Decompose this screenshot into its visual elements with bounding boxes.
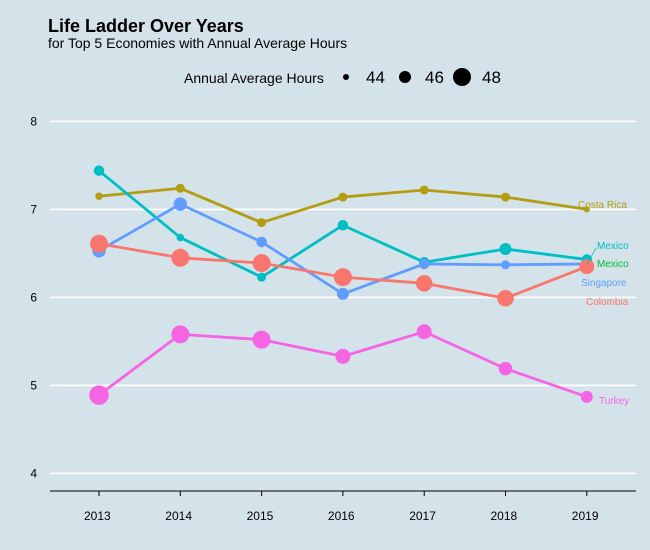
size-legend: Annual Average Hours 44 46 48 [184,68,501,87]
x-tick-label: 2019 [572,509,599,523]
data-point [173,197,188,211]
data-point [257,272,267,282]
data-point [501,260,510,270]
data-point [583,206,590,213]
data-point [337,219,349,231]
x-tick-label: 2013 [84,509,111,523]
series-end-label: Mexico [597,259,629,270]
data-point [419,185,429,195]
data-point [580,390,593,403]
legend-title: Annual Average Hours [184,70,324,86]
data-point [93,165,105,176]
data-point [416,324,432,340]
legend-size-label: 48 [482,68,501,87]
series-end-label: Costa Rica [578,200,627,211]
chart-subtitle: for Top 5 Economies with Annual Average … [48,35,347,51]
series-costa-rica [95,183,590,228]
series-end-label: Singapore [581,278,627,289]
data-point [497,290,514,307]
data-point [498,361,513,376]
data-point [335,348,351,364]
data-point [338,192,348,202]
series-group [89,165,595,405]
chart-title: Life Ladder Over Years [48,16,244,36]
data-point [418,258,430,270]
legend-size-dot [399,71,411,83]
series-end-label: Colombia [586,297,629,308]
y-tick-label: 6 [30,290,37,304]
y-axis-ticks: 4 5 6 7 8 [30,114,37,480]
series-end-label: Turkey [599,396,629,407]
y-tick-label: 5 [30,378,37,392]
data-point [252,254,271,273]
data-point [171,325,190,344]
x-tick-label: 2014 [165,509,192,523]
data-point [89,385,109,405]
data-point [175,183,185,193]
legend-size-dot [343,74,349,80]
data-point [333,268,352,287]
legend-size-label: 46 [425,68,444,87]
legend-size-label: 44 [366,68,385,87]
y-tick-label: 7 [30,202,37,216]
data-point [336,287,349,300]
data-point [176,233,185,242]
end-labels: Costa Rica Mexico Mexico Singapore Colombia T… [578,200,629,407]
data-point [579,259,595,275]
x-tick-label: 2015 [247,509,274,523]
x-tick-label: 2018 [491,509,518,523]
label-leader-line [586,247,597,265]
data-point [415,275,433,292]
x-tick-label: 2017 [409,509,436,523]
series-line [98,330,588,399]
data-point [501,192,510,202]
y-tick-label: 8 [30,114,37,128]
series-end-label: Mexico [597,241,629,252]
series-colombia [90,234,595,307]
legend-size-dot [453,68,471,86]
series-turkey [89,324,593,405]
x-axis-ticks: 2013 2014 2015 2016 2017 2018 2019 [84,491,599,523]
data-point [90,234,108,253]
data-point [95,192,103,200]
data-point [171,248,190,267]
data-point [252,330,271,349]
data-point [257,218,267,228]
data-point [499,243,512,255]
x-tick-label: 2016 [328,509,355,523]
data-point [256,236,267,248]
y-tick-label: 4 [30,466,37,480]
